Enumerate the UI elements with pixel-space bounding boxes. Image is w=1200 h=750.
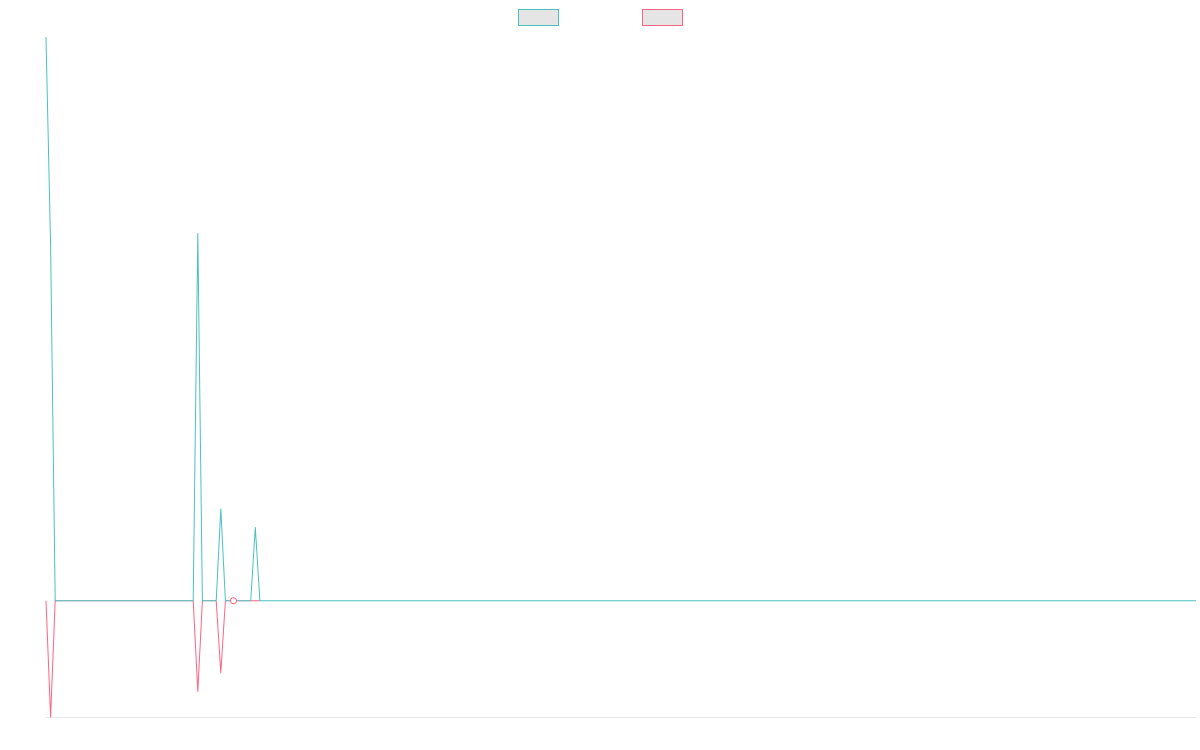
- markers: [229, 597, 237, 605]
- legend-item-negative[interactable]: [642, 9, 683, 26]
- legend-item-positive[interactable]: [518, 9, 559, 26]
- legend-swatch: [518, 9, 559, 26]
- legend: [518, 9, 683, 26]
- series-lines: [45, 36, 1196, 718]
- series-line-positive: [45, 36, 1196, 602]
- series-line-negative: [45, 600, 260, 718]
- data-point-marker: [229, 597, 237, 605]
- legend-swatch: [642, 9, 683, 26]
